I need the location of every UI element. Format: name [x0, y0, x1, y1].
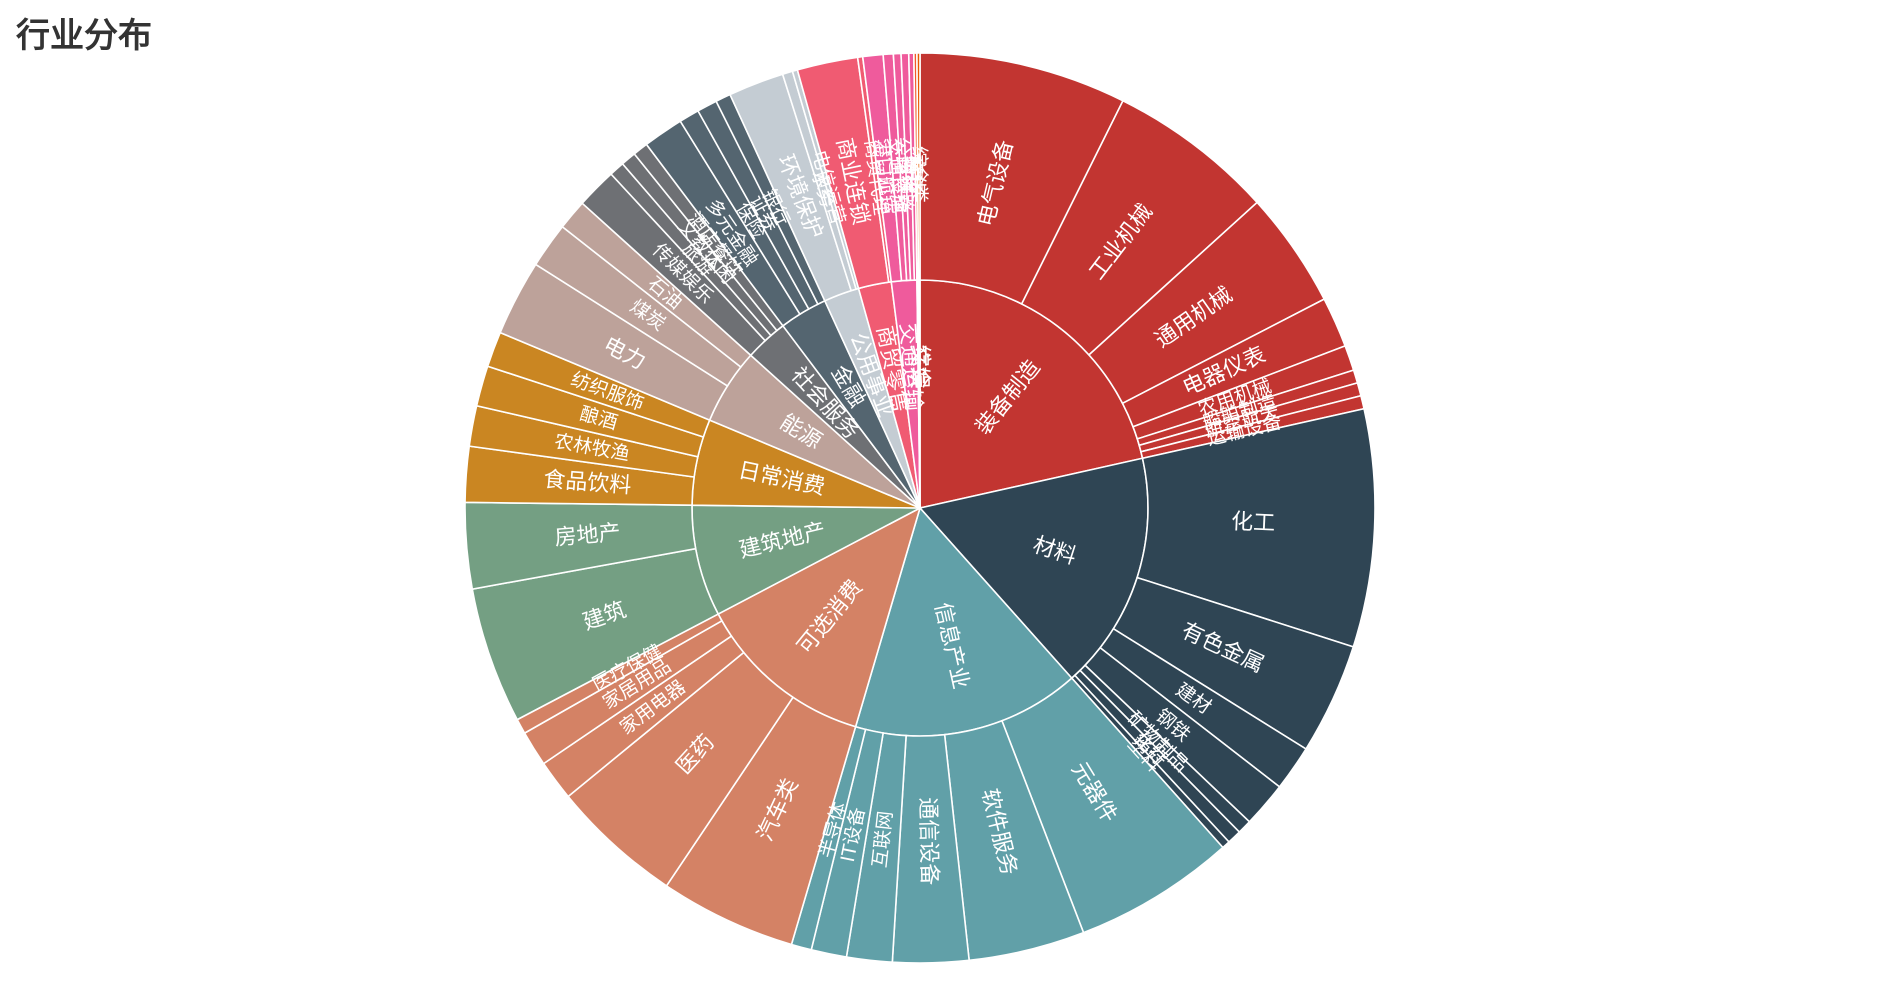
- outer-label: 通信设备: [914, 797, 941, 886]
- outer-label: 交通设施: [883, 137, 910, 214]
- outer-label: 文化: [905, 155, 927, 193]
- outer-label: 公路铁路: [890, 136, 916, 213]
- inner-label: 综合: [907, 345, 932, 389]
- outer-label: 化工: [1231, 510, 1276, 537]
- chart-title: 行业分布: [16, 16, 152, 56]
- sector-outer[interactable]: [916, 52, 921, 281]
- outer-label: 综合类: [908, 146, 930, 203]
- outer-label: 房地产: [554, 521, 622, 551]
- outer-label: 物流: [897, 155, 920, 194]
- outer-label: 空运: [902, 155, 925, 193]
- inner-label: 文娱: [906, 345, 931, 389]
- inner-label: 交通运输: [895, 322, 926, 412]
